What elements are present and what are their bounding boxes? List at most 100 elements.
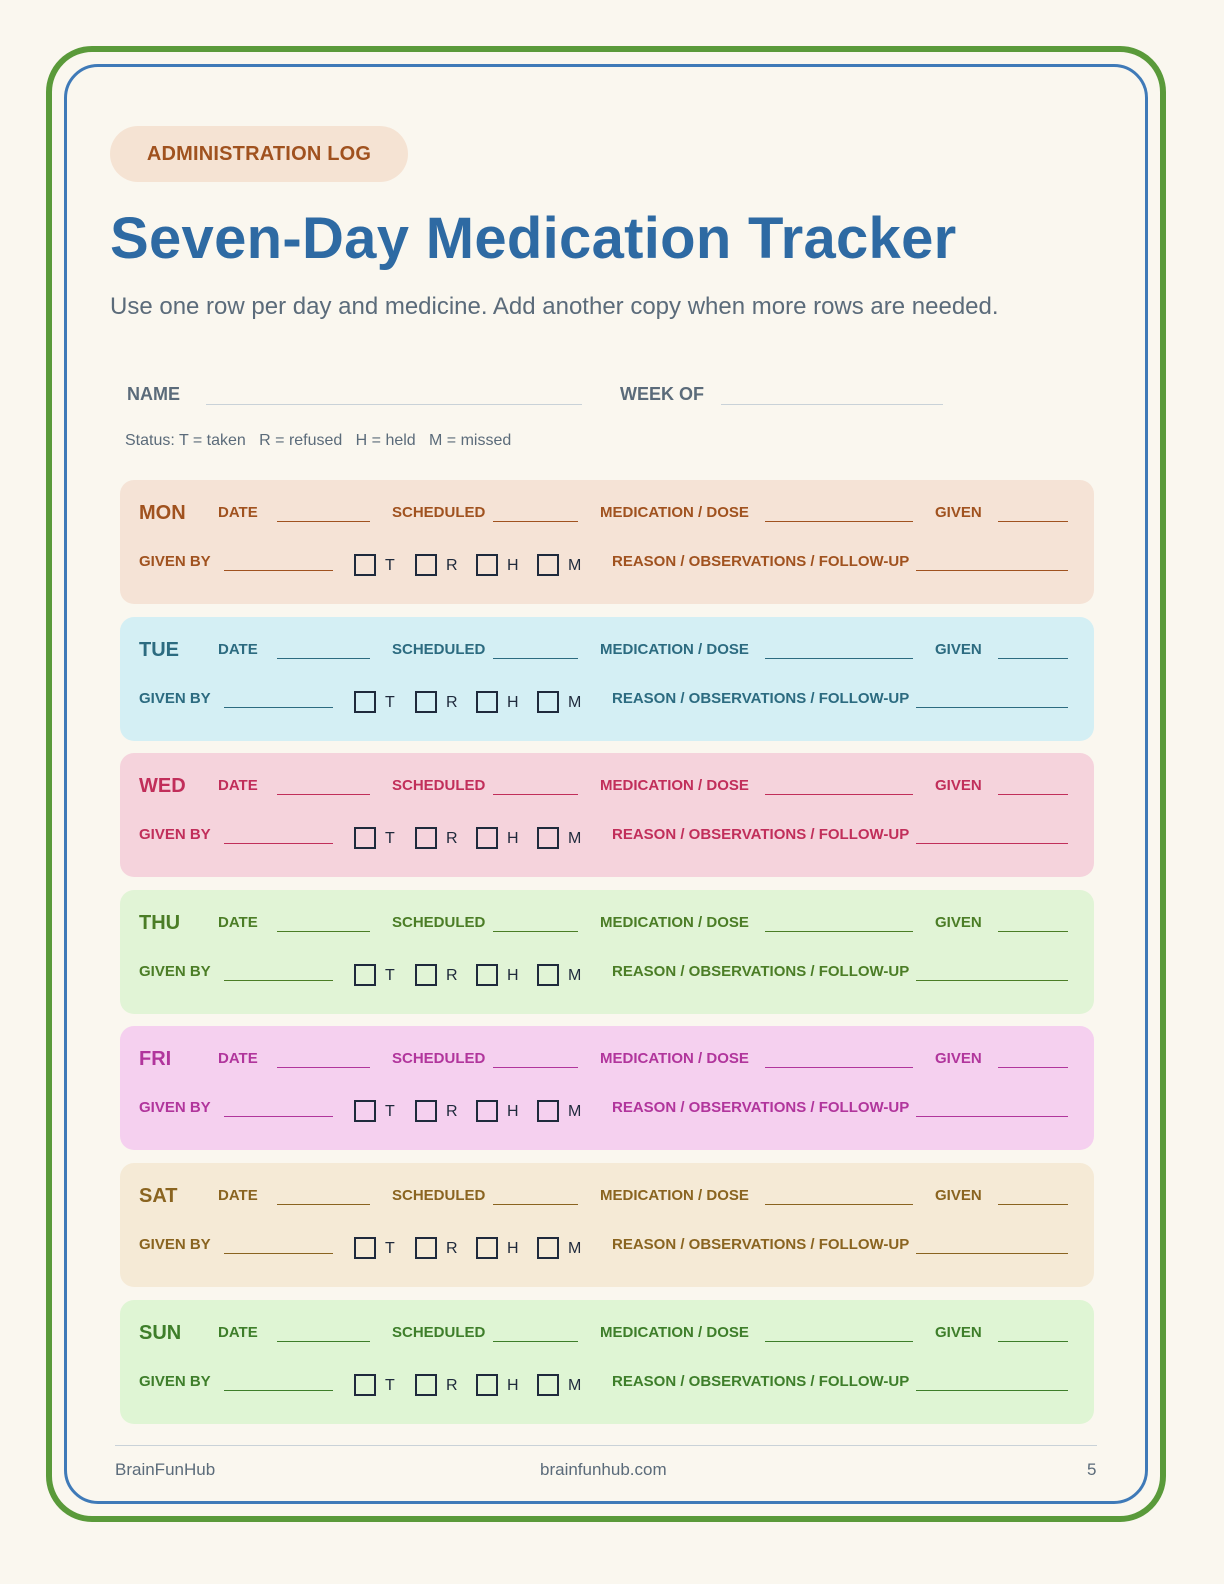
given-field[interactable] [998,1067,1068,1068]
given-field[interactable] [998,521,1068,522]
given-label: GIVEN [935,777,982,794]
reason-observations-field[interactable] [916,570,1068,571]
footer-url: brainfunhub.com [540,1460,667,1479]
day-name: WED [139,775,186,797]
day-name: SUN [139,1322,182,1344]
status-option-label: R [446,1240,458,1257]
status-checkbox-t[interactable] [354,554,376,576]
status-checkbox-r[interactable] [415,1100,437,1122]
medication-dose-field[interactable] [765,1067,913,1068]
medication-dose-field[interactable] [765,931,913,932]
reason-observations-field[interactable] [916,707,1068,708]
date-field[interactable] [277,1067,370,1068]
given-by-field[interactable] [224,980,333,981]
status-checkbox-r[interactable] [415,1237,437,1259]
given-by-field[interactable] [224,570,333,571]
date-field[interactable] [277,794,370,795]
status-checkbox-t[interactable] [354,691,376,713]
day-row-sun: SUN DATE SCHEDULED MEDICATION / DOSE GIVEN GI… [120,1300,1094,1424]
status-option-label: M [568,557,582,574]
status-option-label: T [385,1103,395,1120]
given-by-label: GIVEN BY [139,826,211,843]
status-checkbox-m[interactable] [537,964,559,986]
medication-dose-label: MEDICATION / DOSE [600,504,749,521]
day-row-tue: TUE DATE SCHEDULED MEDICATION / DOSE GIVEN GI… [120,617,1094,741]
status-checkbox-h[interactable] [476,691,498,713]
reason-observations-label: REASON / OBSERVATIONS / FOLLOW-UP [612,690,910,707]
given-by-field[interactable] [224,1253,333,1254]
given-by-field[interactable] [224,1390,333,1391]
reason-observations-field[interactable] [916,1390,1068,1391]
date-field[interactable] [277,931,370,932]
status-checkbox-t[interactable] [354,827,376,849]
given-label: GIVEN [935,1050,982,1067]
status-checkbox-t[interactable] [354,964,376,986]
status-checkbox-t[interactable] [354,1374,376,1396]
status-checkbox-r[interactable] [415,554,437,576]
scheduled-field[interactable] [493,658,578,659]
status-checkbox-h[interactable] [476,964,498,986]
scheduled-field[interactable] [493,1067,578,1068]
scheduled-field[interactable] [493,794,578,795]
date-field[interactable] [277,521,370,522]
footer-divider [115,1445,1097,1446]
outer-border [46,46,1166,1522]
date-field[interactable] [277,1204,370,1205]
status-checkbox-h[interactable] [476,1100,498,1122]
status-checkbox-r[interactable] [415,964,437,986]
reason-observations-field[interactable] [916,1253,1068,1254]
medication-dose-label: MEDICATION / DOSE [600,641,749,658]
status-checkbox-t[interactable] [354,1237,376,1259]
status-option-label: T [385,830,395,847]
status-option-label: M [568,1240,582,1257]
status-checkbox-h[interactable] [476,1374,498,1396]
status-checkbox-m[interactable] [537,1237,559,1259]
name-field[interactable] [206,404,582,405]
date-label: DATE [218,914,258,931]
status-checkbox-m[interactable] [537,827,559,849]
status-checkbox-r[interactable] [415,1374,437,1396]
status-option-label: R [446,1103,458,1120]
status-checkbox-h[interactable] [476,1237,498,1259]
given-by-field[interactable] [224,1116,333,1117]
status-checkbox-r[interactable] [415,691,437,713]
medication-dose-field[interactable] [765,1341,913,1342]
status-checkbox-m[interactable] [537,554,559,576]
status-checkbox-m[interactable] [537,1374,559,1396]
reason-observations-field[interactable] [916,843,1068,844]
given-label: GIVEN [935,914,982,931]
medication-dose-field[interactable] [765,658,913,659]
status-checkbox-t[interactable] [354,1100,376,1122]
week-of-field[interactable] [721,404,943,405]
scheduled-field[interactable] [493,1204,578,1205]
given-field[interactable] [998,794,1068,795]
scheduled-field[interactable] [493,1341,578,1342]
medication-dose-label: MEDICATION / DOSE [600,914,749,931]
status-checkbox-m[interactable] [537,1100,559,1122]
scheduled-field[interactable] [493,521,578,522]
date-field[interactable] [277,1341,370,1342]
medication-dose-field[interactable] [765,794,913,795]
reason-observations-field[interactable] [916,980,1068,981]
scheduled-field[interactable] [493,931,578,932]
medication-dose-field[interactable] [765,521,913,522]
medication-dose-label: MEDICATION / DOSE [600,777,749,794]
status-checkbox-h[interactable] [476,554,498,576]
day-name: THU [139,912,181,934]
scheduled-label: SCHEDULED [392,1187,486,1204]
given-field[interactable] [998,658,1068,659]
medication-dose-field[interactable] [765,1204,913,1205]
given-field[interactable] [998,1204,1068,1205]
given-field[interactable] [998,931,1068,932]
status-checkbox-m[interactable] [537,691,559,713]
date-field[interactable] [277,658,370,659]
section-badge: ADMINISTRATION LOG [110,126,408,182]
reason-observations-field[interactable] [916,1116,1068,1117]
given-by-field[interactable] [224,707,333,708]
status-option-label: T [385,967,395,984]
status-checkbox-h[interactable] [476,827,498,849]
given-field[interactable] [998,1341,1068,1342]
given-by-field[interactable] [224,843,333,844]
status-checkbox-r[interactable] [415,827,437,849]
scheduled-label: SCHEDULED [392,914,486,931]
